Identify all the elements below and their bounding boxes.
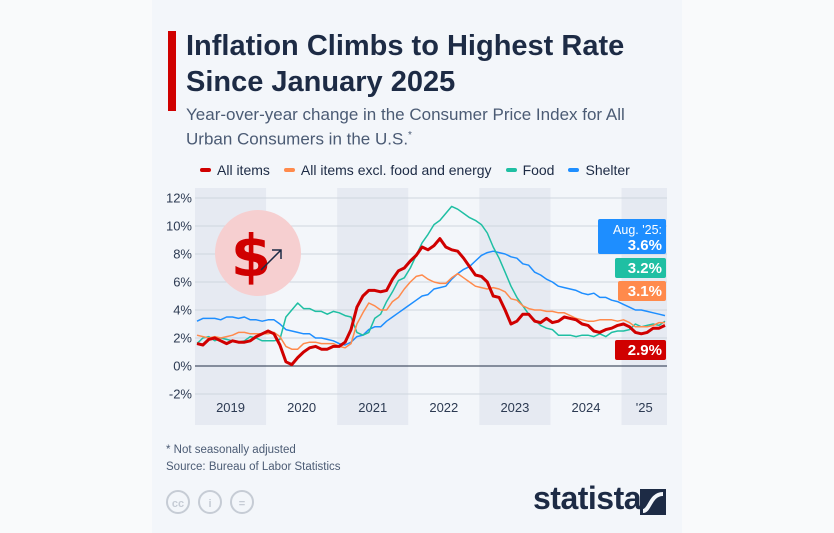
x-tick-label: 2021: [358, 400, 387, 415]
x-tick-label: 2024: [572, 400, 601, 415]
subtitle-footnote-mark: *: [408, 130, 412, 141]
cc-icon: cc: [166, 490, 190, 514]
series-line-food: [196, 205, 666, 345]
y-tick-label: 12%: [166, 191, 192, 206]
legend-label: All items: [217, 162, 270, 178]
source: Source: Bureau of Labor Statistics: [166, 461, 341, 473]
footnote: * Not seasonally adjusted: [166, 444, 296, 456]
legend-swatch: [200, 168, 211, 172]
x-tick-label: 2019: [216, 400, 245, 415]
statista-logo-mark: [640, 489, 666, 515]
end-label-core-box: [618, 281, 666, 301]
end-label-core: 3.1%: [628, 283, 662, 300]
subtitle-text: Year-over-year change in the Consumer Pr…: [186, 105, 625, 149]
x-tick-label: '25: [636, 400, 653, 415]
end-label-food-box: [615, 258, 666, 278]
end-label-shelter: 3.6%: [628, 237, 662, 254]
chart-title: Inflation Climbs to Highest Rate Since J…: [186, 30, 625, 98]
y-tick-label: 2%: [173, 331, 192, 346]
x-tick-label: 2020: [287, 400, 316, 415]
y-tick-label: 0%: [173, 359, 192, 374]
y-tick-label: 4%: [173, 303, 192, 318]
legend-swatch: [505, 168, 517, 172]
year-band: [337, 188, 409, 425]
series-line-shelter: [196, 250, 666, 346]
no-derivatives-icon: =: [230, 490, 254, 514]
title-accent-bar: [168, 31, 176, 111]
series-line-all-items: [196, 237, 666, 367]
legend-label: All items excl. food and energy: [300, 162, 492, 178]
y-tick-label: 8%: [173, 247, 192, 262]
dollar-icon: $: [231, 222, 271, 290]
y-tick-label: 10%: [166, 219, 192, 234]
attribution-icon: i: [198, 490, 222, 514]
legend-swatch: [283, 168, 295, 172]
end-label-food: 3.2%: [628, 260, 662, 277]
legend-swatch: [568, 168, 580, 172]
legend-label: Shelter: [585, 162, 630, 178]
legend-item-all-items: All items: [200, 162, 270, 178]
end-label-date: Aug. '25:: [613, 223, 662, 237]
end-label-all-items: 2.9%: [628, 342, 662, 359]
y-tick-label: 6%: [173, 275, 192, 290]
legend-item-food: Food: [505, 162, 555, 178]
x-tick-label: 2023: [500, 400, 529, 415]
statista-logo: statista: [533, 480, 642, 516]
chart-subtitle: Year-over-year change in the Consumer Pr…: [186, 104, 646, 150]
x-tick-label: 2022: [429, 400, 458, 415]
arrow-up-right-icon: [260, 249, 282, 271]
legend-item-core: All items excl. food and energy: [283, 162, 492, 178]
legend-item-shelter: Shelter: [568, 162, 630, 178]
end-label-all-items-box: [615, 340, 666, 360]
legend-label: Food: [522, 162, 555, 178]
y-tick-label: -2%: [169, 387, 193, 402]
legend: All items All items excl. food and energ…: [200, 162, 630, 178]
year-band: [479, 188, 551, 425]
icon-circle: [215, 210, 301, 296]
inflation-dollar-icon: $: [215, 210, 301, 296]
end-label-shelter-box: [598, 219, 666, 254]
